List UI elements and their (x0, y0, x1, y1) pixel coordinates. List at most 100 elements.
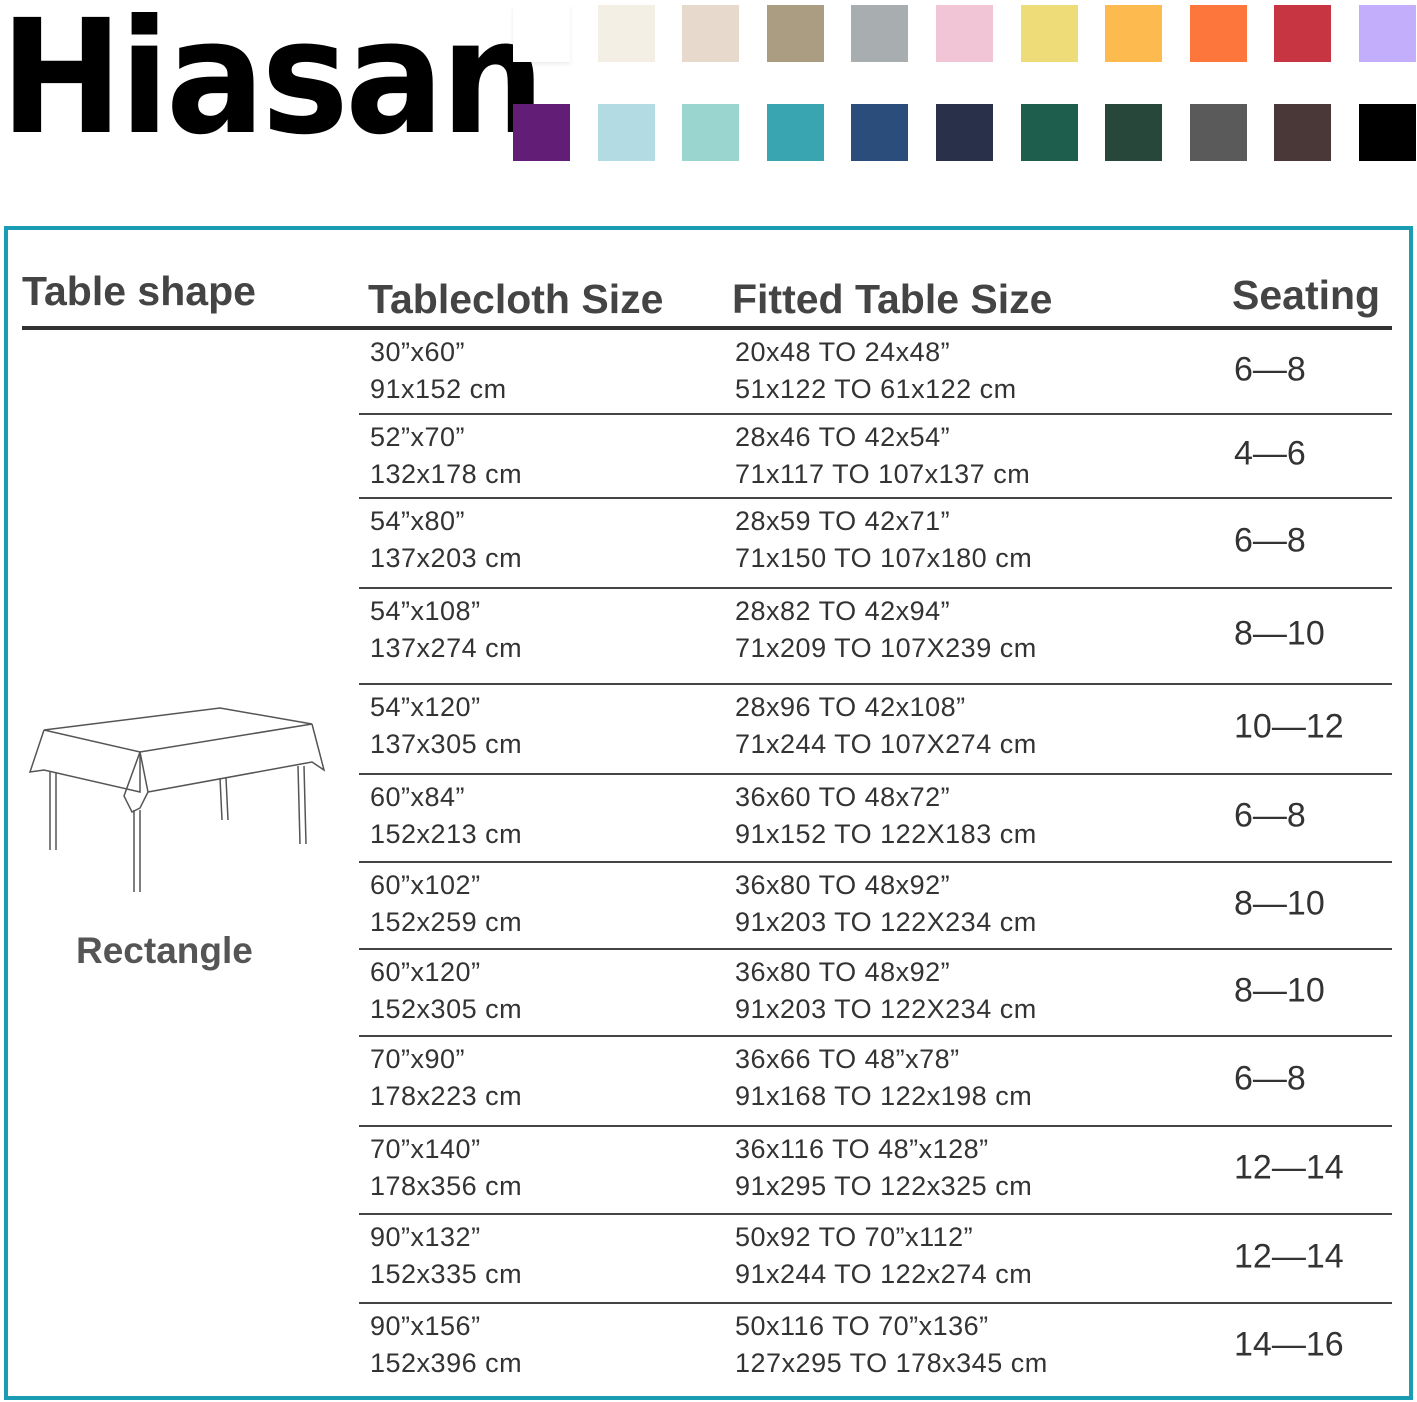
size-cm: 178x356 cm (370, 1171, 523, 1201)
table-row: 70”x140” 178x356 cm 36x116 TO 48”x128” 91x… (359, 1127, 1392, 1215)
size-inches: 90”x132” (370, 1222, 481, 1252)
size-cm: 91x152 cm (370, 374, 507, 404)
table-row: 90”x156” 152x396 cm 50x116 TO 70”x136” 127… (359, 1304, 1392, 1390)
fitted-table-size: 20x48 TO 24x48” 51x122 TO 61x122 cm (735, 334, 1017, 408)
fitted-cm: 91x244 TO 122x274 cm (735, 1259, 1033, 1289)
fitted-cm: 91x152 TO 122X183 cm (735, 819, 1037, 849)
size-inches: 54”x108” (370, 596, 481, 626)
size-cm: 137x203 cm (370, 543, 523, 573)
color-swatch (1105, 5, 1163, 62)
table-row: 60”x102” 152x259 cm 36x80 TO 48x92” 91x203… (359, 863, 1392, 950)
fitted-inches: 28x82 TO 42x94” (735, 596, 951, 626)
size-cm: 137x305 cm (370, 729, 523, 759)
header-seating: Seating (1232, 272, 1381, 318)
fitted-cm: 91x203 TO 122X234 cm (735, 907, 1037, 937)
fitted-table-size: 28x46 TO 42x54” 71x117 TO 107x137 cm (735, 419, 1030, 493)
seating: 12—14 (1234, 1237, 1344, 1276)
color-swatch (1105, 104, 1163, 161)
color-swatch (597, 5, 655, 62)
table-row: 54”x120” 137x305 cm 28x96 TO 42x108” 71x24… (359, 685, 1392, 775)
size-inches: 54”x120” (370, 692, 481, 722)
header-table-shape: Table shape (22, 268, 256, 314)
tablecloth-size: 30”x60” 91x152 cm (370, 334, 507, 408)
size-cm: 132x178 cm (370, 459, 523, 489)
color-swatch (597, 104, 655, 161)
tablecloth-size: 54”x108” 137x274 cm (370, 593, 522, 667)
tablecloth-size: 90”x132” 152x335 cm (370, 1219, 522, 1293)
color-swatch (1274, 5, 1332, 62)
color-swatch (513, 104, 570, 161)
size-inches: 60”x120” (370, 957, 481, 987)
size-cm: 152x335 cm (370, 1259, 523, 1289)
fitted-cm: 127x295 TO 178x345 cm (735, 1348, 1048, 1378)
fitted-cm: 51x122 TO 61x122 cm (735, 374, 1017, 404)
color-swatch (1189, 5, 1247, 62)
tablecloth-size: 60”x84” 152x213 cm (370, 779, 522, 853)
fitted-inches: 36x80 TO 48x92” (735, 870, 951, 900)
color-swatch (766, 104, 824, 161)
color-swatch (513, 5, 570, 62)
tablecloth-size: 90”x156” 152x396 cm (370, 1308, 522, 1382)
seating: 6—8 (1234, 1059, 1306, 1098)
fitted-table-size: 50x92 TO 70”x112” 91x244 TO 122x274 cm (735, 1219, 1032, 1293)
fitted-table-size: 36x116 TO 48”x128” 91x295 TO 122x325 cm (735, 1131, 1032, 1205)
fitted-inches: 36x116 TO 48”x128” (735, 1134, 989, 1164)
size-inches: 60”x102” (370, 870, 481, 900)
size-cm: 152x396 cm (370, 1348, 523, 1378)
tablecloth-size: 70”x90” 178x223 cm (370, 1041, 522, 1115)
table-row: 54”x80” 137x203 cm 28x59 TO 42x71” 71x150 … (359, 499, 1392, 589)
size-inches: 52”x70” (370, 422, 466, 452)
table-row: 60”x120” 152x305 cm 36x80 TO 48x92” 91x203… (359, 950, 1392, 1037)
size-chart: Table shape Tablecloth Size Fitted Table… (4, 226, 1413, 1400)
size-inches: 60”x84” (370, 782, 466, 812)
tablecloth-size: 60”x102” 152x259 cm (370, 867, 522, 941)
table-row: 52”x70” 132x178 cm 28x46 TO 42x54” 71x117 … (359, 415, 1392, 499)
seating: 14—16 (1234, 1325, 1344, 1364)
table-row: 54”x108” 137x274 cm 28x82 TO 42x94” 71x209… (359, 589, 1392, 685)
fitted-table-size: 36x66 TO 48”x78” 91x168 TO 122x198 cm (735, 1041, 1032, 1115)
table-row: 90”x132” 152x335 cm 50x92 TO 70”x112” 91x2… (359, 1215, 1392, 1304)
fitted-table-size: 28x59 TO 42x71” 71x150 TO 107x180 cm (735, 503, 1032, 577)
color-swatch (682, 5, 740, 62)
fitted-inches: 36x66 TO 48”x78” (735, 1044, 960, 1074)
tablecloth-size: 70”x140” 178x356 cm (370, 1131, 522, 1205)
fitted-inches: 20x48 TO 24x48” (735, 337, 951, 367)
tablecloth-size: 54”x120” 137x305 cm (370, 689, 522, 763)
header-fitted-table-size: Fitted Table Size (732, 276, 1053, 322)
seating: 8—10 (1234, 884, 1325, 923)
color-swatch (936, 5, 993, 62)
color-swatch (936, 104, 993, 161)
fitted-table-size: 36x60 TO 48x72” 91x152 TO 122X183 cm (735, 779, 1037, 853)
fitted-table-size: 28x96 TO 42x108” 71x244 TO 107X274 cm (735, 689, 1037, 763)
seating: 6—8 (1234, 796, 1306, 835)
size-cm: 178x223 cm (370, 1081, 523, 1111)
fitted-table-size: 36x80 TO 48x92” 91x203 TO 122X234 cm (735, 867, 1037, 941)
size-inches: 54”x80” (370, 506, 466, 536)
fitted-inches: 28x59 TO 42x71” (735, 506, 951, 536)
fitted-cm: 71x244 TO 107X274 cm (735, 729, 1037, 759)
table-row: 60”x84” 152x213 cm 36x60 TO 48x72” 91x152 … (359, 775, 1392, 863)
fitted-cm: 71x150 TO 107x180 cm (735, 543, 1033, 573)
size-inches: 90”x156” (370, 1311, 481, 1341)
fitted-cm: 91x168 TO 122x198 cm (735, 1081, 1033, 1111)
fitted-inches: 28x46 TO 42x54” (735, 422, 951, 452)
seating: 8—10 (1234, 614, 1325, 653)
color-swatch (682, 104, 740, 161)
color-swatch (1359, 5, 1416, 62)
fitted-cm: 91x203 TO 122X234 cm (735, 994, 1037, 1024)
fitted-table-size: 36x80 TO 48x92” 91x203 TO 122X234 cm (735, 954, 1037, 1028)
color-swatch (1020, 5, 1078, 62)
fitted-cm: 71x117 TO 107x137 cm (735, 459, 1031, 489)
tablecloth-size: 60”x120” 152x305 cm (370, 954, 522, 1028)
fitted-cm: 91x295 TO 122x325 cm (735, 1171, 1033, 1201)
seating: 6—8 (1234, 521, 1306, 560)
fitted-cm: 71x209 TO 107X239 cm (735, 633, 1037, 663)
size-inches: 70”x90” (370, 1044, 466, 1074)
seating: 4—6 (1234, 434, 1306, 473)
seating: 8—10 (1234, 971, 1325, 1010)
fitted-inches: 28x96 TO 42x108” (735, 692, 966, 722)
size-cm: 152x305 cm (370, 994, 523, 1024)
color-swatch (1274, 104, 1332, 161)
fitted-inches: 36x80 TO 48x92” (735, 957, 951, 987)
size-inches: 30”x60” (370, 337, 466, 367)
